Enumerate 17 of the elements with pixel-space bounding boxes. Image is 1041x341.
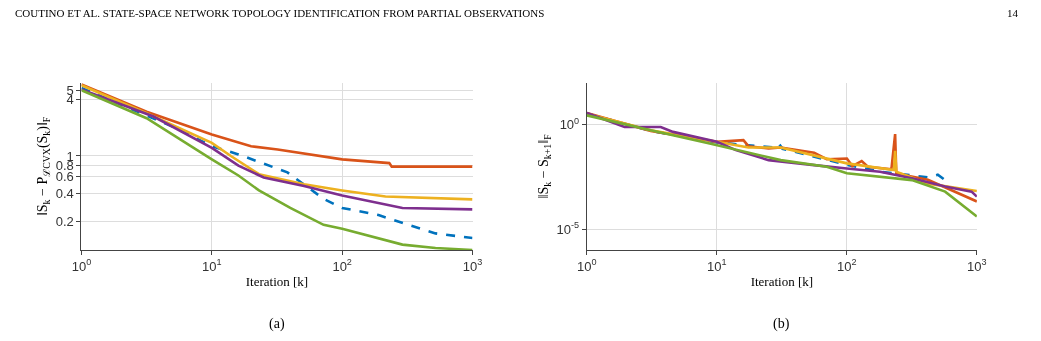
x-tick-label: 10$^{2}$	[332, 257, 352, 274]
y-tick-label: 10$^{-5}$	[556, 220, 580, 237]
text: 14	[1007, 7, 1019, 19]
text: (b)	[773, 316, 790, 332]
x-tick-label: 10$^{2}$	[837, 257, 857, 274]
x-axis-title: Iteration [k]	[750, 274, 814, 290]
text: (a)	[269, 316, 285, 332]
x-tick-label: 10$^{3}$	[967, 257, 987, 274]
x-tick-label: 10$^{0}$	[577, 257, 597, 274]
y-tick-label: 0.4	[55, 185, 74, 201]
y-tick-label: 0.6	[55, 169, 74, 185]
y-tick-label: 0.2	[55, 214, 74, 230]
x-tick-label: 10$^{1}$	[202, 257, 222, 274]
text: COUTINO ET AL. STATE-SPACE NETWORK TOPOLOGY IDENTIFICATION FROM PARTIAL OBSERVATIONS	[15, 7, 545, 19]
x-tick-label: 10$^{3}$	[462, 257, 483, 274]
x-tick-label: 10$^{1}$	[707, 257, 727, 274]
x-axis-title: Iteration [k]	[245, 274, 309, 290]
